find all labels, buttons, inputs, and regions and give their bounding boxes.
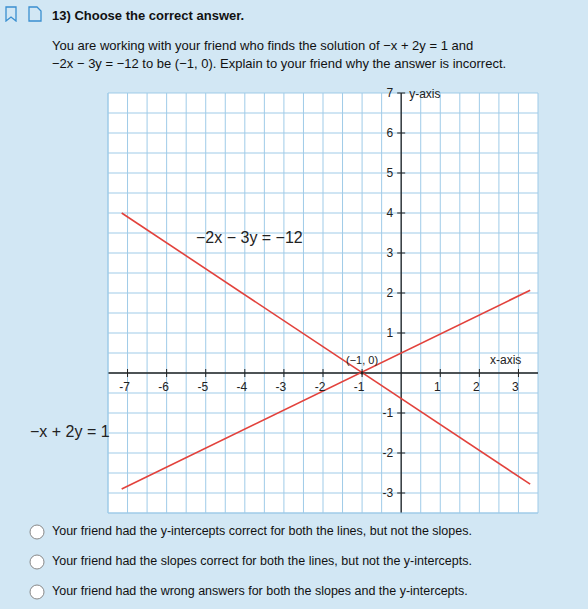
html-text:Your friend had the wrong answ: Your friend had the wrong answers for bo… <box>52 584 468 598</box>
html-text:13) Choose the correct answer.: 13) Choose the correct answer. <box>52 8 245 23</box>
html-text:−2x − 3y = −12: −2x − 3y = −12 <box>196 229 303 246</box>
svg-text:-2: -2 <box>383 446 394 460</box>
svg-text:-4: -4 <box>236 380 247 394</box>
svg-text:-6: -6 <box>158 380 169 394</box>
svg-text:3: 3 <box>512 380 519 394</box>
svg-text:7: 7 <box>386 86 393 100</box>
svg-text:5: 5 <box>386 166 393 180</box>
svg-text:6: 6 <box>386 126 393 140</box>
svg-text:1: 1 <box>434 380 441 394</box>
html-text:−2x − 3y = −12 to be (−1, 0).: −2x − 3y = −12 to be (−1, 0). Explain to… <box>52 56 507 71</box>
svg-text:2: 2 <box>473 380 480 394</box>
html-text:y-axis: y-axis <box>409 87 441 101</box>
svg-text:3: 3 <box>386 246 393 260</box>
html-text:x-axis: x-axis <box>490 353 522 367</box>
html-text:Your friend had the y-intercep: Your friend had the y-intercepts correct… <box>52 524 472 538</box>
svg-text:-3: -3 <box>276 380 287 394</box>
svg-text:-3: -3 <box>383 486 394 500</box>
svg-text:1: 1 <box>386 326 393 340</box>
svg-text:2: 2 <box>386 286 393 300</box>
svg-text:-7: -7 <box>119 380 130 394</box>
svg-text:-2: -2 <box>315 380 326 394</box>
html-text:You are working with your frie: You are working with your friend who fin… <box>52 38 474 53</box>
svg-text:-1: -1 <box>354 380 365 394</box>
html-text:−x + 2y = 1: −x + 2y = 1 <box>30 423 110 440</box>
html-text:Your friend had the slopes cor: Your friend had the slopes correct for b… <box>52 554 472 568</box>
svg-text:4: 4 <box>386 206 393 220</box>
svg-text:(−1, 0): (−1, 0) <box>346 354 378 366</box>
svg-text:-1: -1 <box>383 406 394 420</box>
svg-text:-5: -5 <box>197 380 208 394</box>
